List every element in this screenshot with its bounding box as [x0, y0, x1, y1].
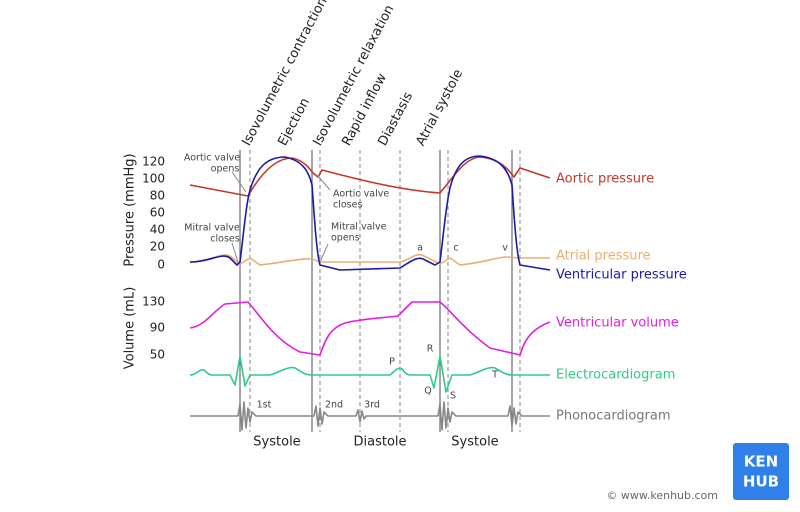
copyright: © www.kenhub.com: [606, 489, 718, 502]
phase-label: Atrial systole: [413, 67, 466, 149]
annotation: Aortic valve: [184, 153, 240, 164]
tick-label: 80: [150, 189, 165, 203]
logo-text: HUB: [743, 473, 779, 491]
annotation: Mitral valve: [184, 223, 240, 234]
atrial-pressure-curve: [189, 253, 550, 266]
period-label: Systole: [451, 435, 498, 450]
pointer: [319, 243, 329, 263]
wave-label: R: [427, 344, 434, 355]
phase-label: Diastasis: [375, 90, 416, 149]
curve-label: Atrial pressure: [556, 249, 651, 264]
annotation: Aortic valve: [333, 189, 389, 200]
heart-sound-label: 3rd: [364, 400, 380, 411]
phonocardiogram-curve: [190, 401, 550, 431]
wave-label: S: [450, 391, 456, 402]
annotation: closes: [210, 234, 239, 245]
pointer: [317, 175, 331, 191]
axis-title: Pressure (mmHg): [123, 153, 138, 266]
tick-label: 40: [150, 223, 165, 237]
wave-label: Q: [424, 386, 431, 397]
ventricular-pressure-curve: [189, 155, 551, 271]
wave-label: P: [389, 357, 395, 368]
tick-label: 100: [142, 172, 165, 186]
pointer: [231, 171, 247, 193]
period-label: Diastole: [353, 435, 406, 450]
tick-label: 130: [142, 295, 165, 309]
wave-label: c: [453, 243, 458, 254]
curve-label: Electrocardiogram: [556, 368, 675, 383]
tick-label: 50: [150, 348, 165, 362]
heart-sound-label: 1st: [257, 400, 272, 411]
tick-label: 120: [142, 155, 165, 169]
ventricular-volume-curve: [189, 301, 551, 356]
curve-label: Aortic pressure: [556, 172, 654, 187]
wave-label: v: [502, 243, 508, 254]
pointer: [231, 242, 239, 263]
tick-label: 90: [150, 321, 165, 335]
curve-label: Ventricular pressure: [556, 268, 687, 283]
curve-label: Phonocardiogram: [556, 409, 671, 424]
annotation: Mitral valve: [331, 222, 387, 233]
ecg-curve: [189, 355, 550, 393]
tick-label: 20: [150, 240, 165, 254]
heart-sound-label: 2nd: [325, 400, 343, 411]
annotation: closes: [333, 200, 362, 211]
annotation: opens: [331, 233, 360, 244]
wave-label: a: [417, 243, 423, 254]
curve-label: Ventricular volume: [556, 316, 679, 331]
period-label: Systole: [253, 435, 300, 450]
phase-label: Ejection: [275, 96, 313, 149]
logo: [733, 443, 789, 500]
tick-label: 0: [157, 258, 165, 272]
logo-text: KEN: [744, 453, 778, 471]
tick-label: 60: [150, 206, 165, 220]
axis-title: Volume (mL): [123, 287, 138, 370]
annotation: opens: [211, 164, 240, 175]
wave-label: T: [491, 370, 498, 381]
